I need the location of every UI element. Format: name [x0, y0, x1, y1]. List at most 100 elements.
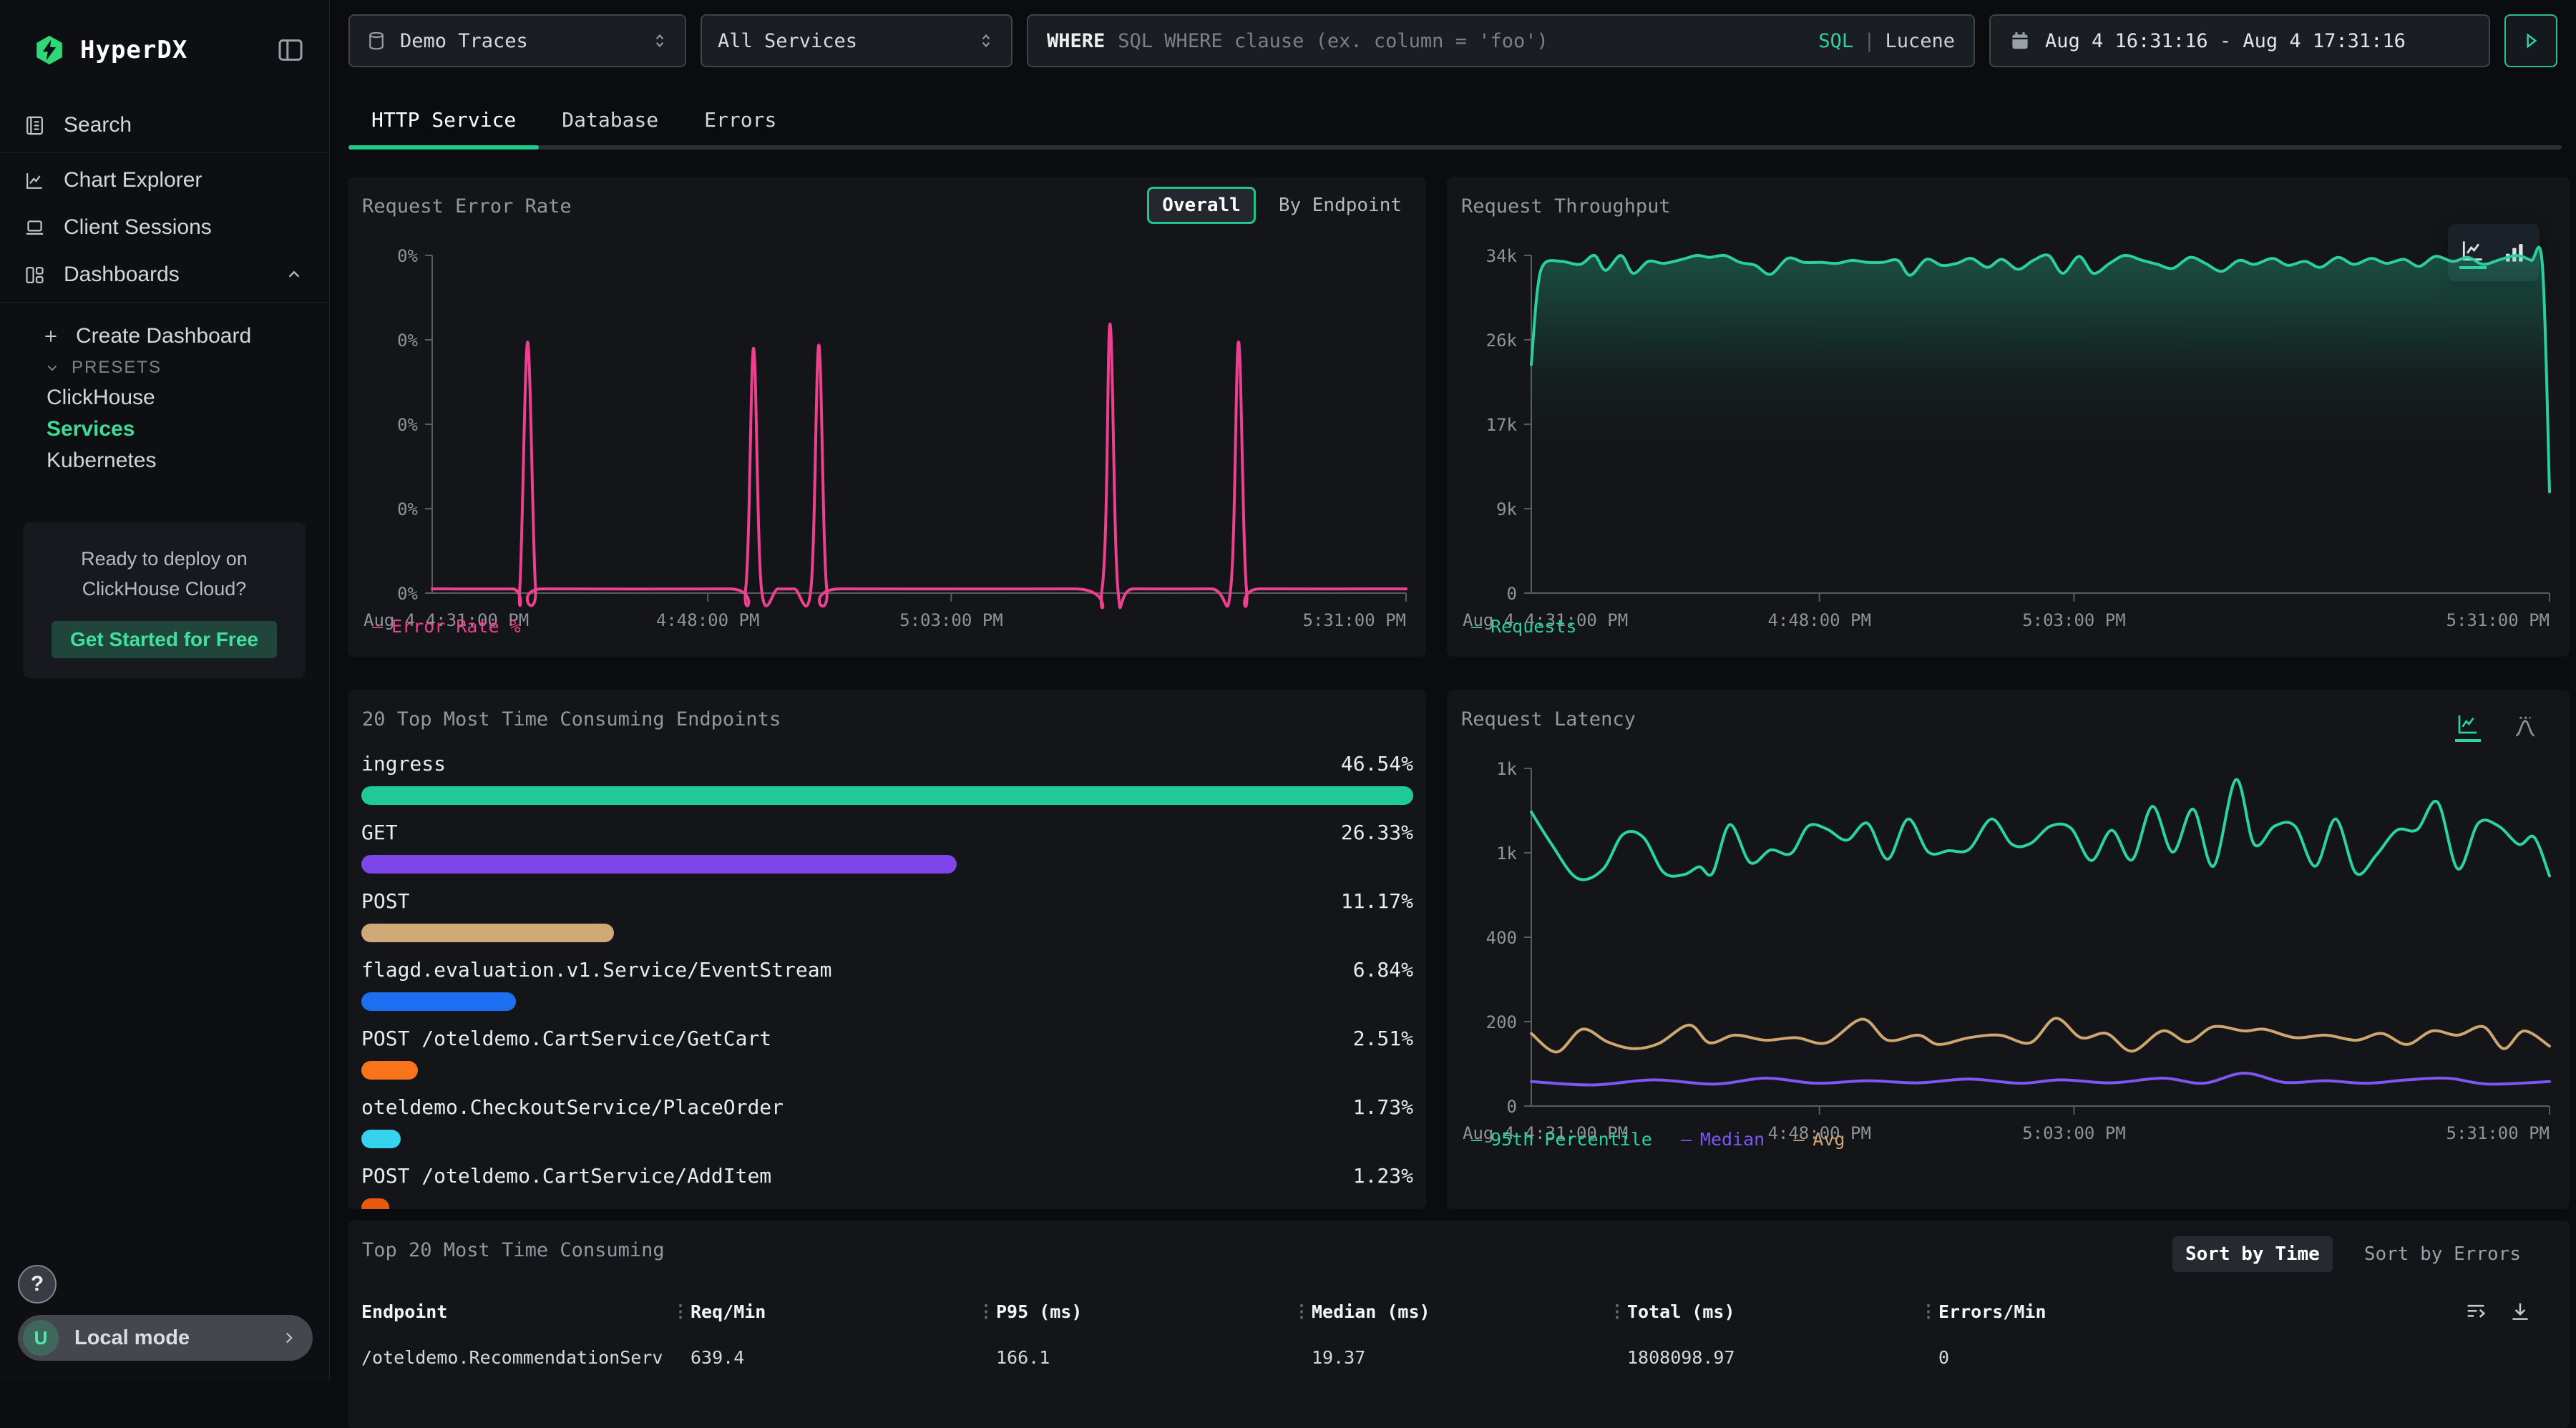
lucene-mode-toggle[interactable]: Lucene [1885, 29, 1955, 52]
drag-handle-icon[interactable]: ⋮ [977, 1301, 995, 1321]
sort-by-time-button[interactable]: Sort by Time [2172, 1236, 2333, 1272]
sidebar-item-search[interactable]: Search [0, 102, 329, 149]
user-menu[interactable]: U Local mode [18, 1315, 313, 1361]
svg-text:1k: 1k [1496, 759, 1517, 779]
time-range-picker[interactable]: Aug 4 16:31:16 - Aug 4 17:31:16 [1989, 14, 2490, 67]
sidebar-item-services[interactable]: Services [47, 417, 135, 441]
sidebar-item-label: Dashboards [64, 263, 180, 286]
request-error-rate-card: Request Error Rate Overall By Endpoint 0%… [348, 177, 1426, 657]
download-icon[interactable] [2508, 1299, 2532, 1324]
select-chevrons-icon [977, 31, 995, 50]
card-title: Top 20 Most Time Consuming [362, 1239, 665, 1261]
toggle-overall[interactable]: Overall [1147, 187, 1256, 224]
drag-handle-icon[interactable]: ⋮ [1609, 1301, 1626, 1321]
endpoint-row-post[interactable]: POST 11.17% [361, 889, 1413, 942]
column-header-median-ms[interactable]: ⋮ Median (ms) [1293, 1301, 1430, 1322]
legend-item-median[interactable]: — Median [1680, 1129, 1765, 1150]
get-started-button[interactable]: Get Started for Free [52, 621, 277, 658]
endpoint-percent: 1.73% [1352, 1095, 1413, 1119]
table-row[interactable]: /oteldemo.RecommendationServ ⋮639.4 ⋮166.1… [361, 1341, 2477, 1374]
where-operator-label: WHERE [1047, 29, 1106, 52]
collapse-sidebar-icon[interactable] [276, 36, 305, 64]
legend-item-error-rate[interactable]: — Error Rate % [372, 616, 521, 637]
select-chevrons-icon [650, 31, 669, 50]
endpoint-row-get[interactable]: GET 26.33% [361, 820, 1413, 874]
cell-req-min: ⋮639.4 [691, 1346, 745, 1368]
search-input[interactable] [1118, 29, 1819, 52]
svg-text:5:03:00 PM: 5:03:00 PM [899, 610, 1003, 630]
error-rate-view-toggle: Overall By Endpoint [1147, 187, 1413, 224]
endpoint-percent: 1.23% [1352, 1164, 1413, 1188]
endpoint-label: ingress [361, 752, 447, 776]
drag-handle-icon[interactable]: ⋮ [1293, 1301, 1310, 1321]
svg-text:0%: 0% [397, 331, 418, 351]
source-select[interactable]: Demo Traces [348, 14, 686, 67]
wrap-lines-icon[interactable] [2464, 1299, 2488, 1324]
sidebar-item-dashboards[interactable]: Dashboards [0, 251, 329, 298]
cell-endpoint: /oteldemo.RecommendationServ [361, 1346, 663, 1368]
endpoint-row-post-oteldemo-cartservice-additem[interactable]: POST /oteldemo.CartService/AddItem 1.23% [361, 1163, 1413, 1209]
hyperdx-logo-icon [33, 32, 66, 68]
endpoint-row-ingress[interactable]: ingress 46.54% [361, 751, 1413, 805]
endpoint-row-flagd-evaluation-v1-service-eventstream[interactable]: flagd.evaluation.v1.Service/EventStream 6… [361, 957, 1413, 1011]
legend-item-95th-percentile[interactable]: —95th Percentile [1471, 1129, 1652, 1150]
sidebar-item-clickhouse[interactable]: ClickHouse [47, 386, 155, 409]
svg-text:0%: 0% [397, 415, 418, 435]
endpoint-row-oteldemo-checkoutservice-placeorder[interactable]: oteldemo.CheckoutService/PlaceOrder 1.73% [361, 1095, 1413, 1148]
svg-text:Aug 4 4:31:00 PM: Aug 4 4:31:00 PM [1463, 610, 1628, 630]
column-header-endpoint[interactable]: Endpoint [361, 1301, 448, 1322]
card-title: Request Latency [1461, 708, 1636, 730]
sort-by-errors-button[interactable]: Sort by Errors [2363, 1243, 2521, 1265]
endpoint-bar [361, 786, 1413, 805]
presets-toggle[interactable]: PRESETS [0, 353, 329, 382]
drag-handle-icon[interactable]: ⋮ [672, 1301, 689, 1321]
svg-text:Aug 4 4:31:00 PM: Aug 4 4:31:00 PM [1463, 1123, 1628, 1143]
histogram-toggle-icon[interactable] [2512, 714, 2538, 740]
drag-handle-icon[interactable]: ⋮ [1920, 1301, 1937, 1321]
help-button[interactable]: ? [18, 1265, 57, 1304]
column-header-p95-ms[interactable]: ⋮ P95 (ms) [977, 1301, 1083, 1322]
chevron-right-icon [280, 1329, 298, 1347]
cell-median-ms: ⋮19.37 [1312, 1346, 1366, 1368]
legend-item-requests[interactable]: — Requests [1471, 616, 1577, 637]
database-icon [369, 31, 384, 50]
sidebar-item-kubernetes[interactable]: Kubernetes [47, 449, 157, 472]
sidebar-item-label: Client Sessions [64, 215, 212, 239]
sidebar-item-client-sessions[interactable]: Client Sessions [0, 204, 329, 251]
card-title: 20 Top Most Time Consuming Endpoints [362, 708, 781, 730]
tab-http-service[interactable]: HTTP Service [348, 89, 540, 150]
throughput-chart[interactable]: 0 9k 17k 26k 34k Aug 4 4:31:00 PM 4:48:00 PM 5:… [1447, 245, 2565, 646]
sql-mode-toggle[interactable]: SQL [1818, 29, 1854, 52]
endpoint-row-post-oteldemo-cartservice-getcart[interactable]: POST /oteldemo.CartService/GetCart 2.51% [361, 1026, 1413, 1080]
cell-total-ms: ⋮1808098.97 [1627, 1346, 1735, 1368]
legend-item-avg[interactable]: — Avg [1793, 1129, 1845, 1150]
latency-chart[interactable]: 0 200 400 1k 1k Aug 4 4:31:00 PM 4:48:00 PM 5:0… [1447, 758, 2565, 1159]
column-header-req-min[interactable]: ⋮ Req/Min [672, 1301, 766, 1322]
run-query-button[interactable] [2504, 14, 2557, 67]
endpoint-bar [361, 855, 957, 874]
top-endpoints-card: 20 Top Most Time Consuming Endpoints ing… [348, 690, 1426, 1209]
svg-text:0: 0 [1507, 584, 1517, 604]
play-icon [2527, 33, 2537, 49]
cloud-card-text: ClickHouse Cloud? [82, 578, 247, 600]
column-header-errors-min[interactable]: ⋮ Errors/Min [1920, 1301, 2046, 1322]
column-header-total-ms[interactable]: ⋮ Total (ms) [1609, 1301, 1735, 1322]
error-rate-chart[interactable]: 0% 0% 0% 0% 0% Aug 4 4:31:00 PM 4:48:00 PM 5:03… [348, 245, 1422, 646]
chevron-down-icon [47, 366, 57, 371]
svg-text:5:03:00 PM: 5:03:00 PM [2022, 610, 2126, 630]
sidebar-item-label: Search [64, 113, 132, 137]
sidebar-item-label: Chart Explorer [64, 168, 203, 192]
tab-errors[interactable]: Errors [704, 107, 777, 132]
svg-text:4:48:00 PM: 4:48:00 PM [656, 610, 760, 630]
create-dashboard-button[interactable]: Create Dashboard [0, 319, 329, 353]
tab-database[interactable]: Database [562, 107, 659, 132]
svg-text:4:48:00 PM: 4:48:00 PM [1767, 1123, 1871, 1143]
tab-bar: HTTP Service Database Errors [348, 89, 2562, 150]
sidebar-item-chart-explorer[interactable]: Chart Explorer [0, 157, 329, 204]
line-chart-toggle-icon[interactable] [2455, 711, 2481, 742]
latency-legend: —95th Percentile — Median — Avg [1471, 1129, 1845, 1150]
svg-text:4:48:00 PM: 4:48:00 PM [1767, 610, 1871, 630]
service-select[interactable]: All Services [701, 14, 1013, 67]
toggle-by-endpoint[interactable]: By Endpoint [1278, 195, 1402, 216]
cell-p95-ms: ⋮166.1 [996, 1346, 1050, 1368]
